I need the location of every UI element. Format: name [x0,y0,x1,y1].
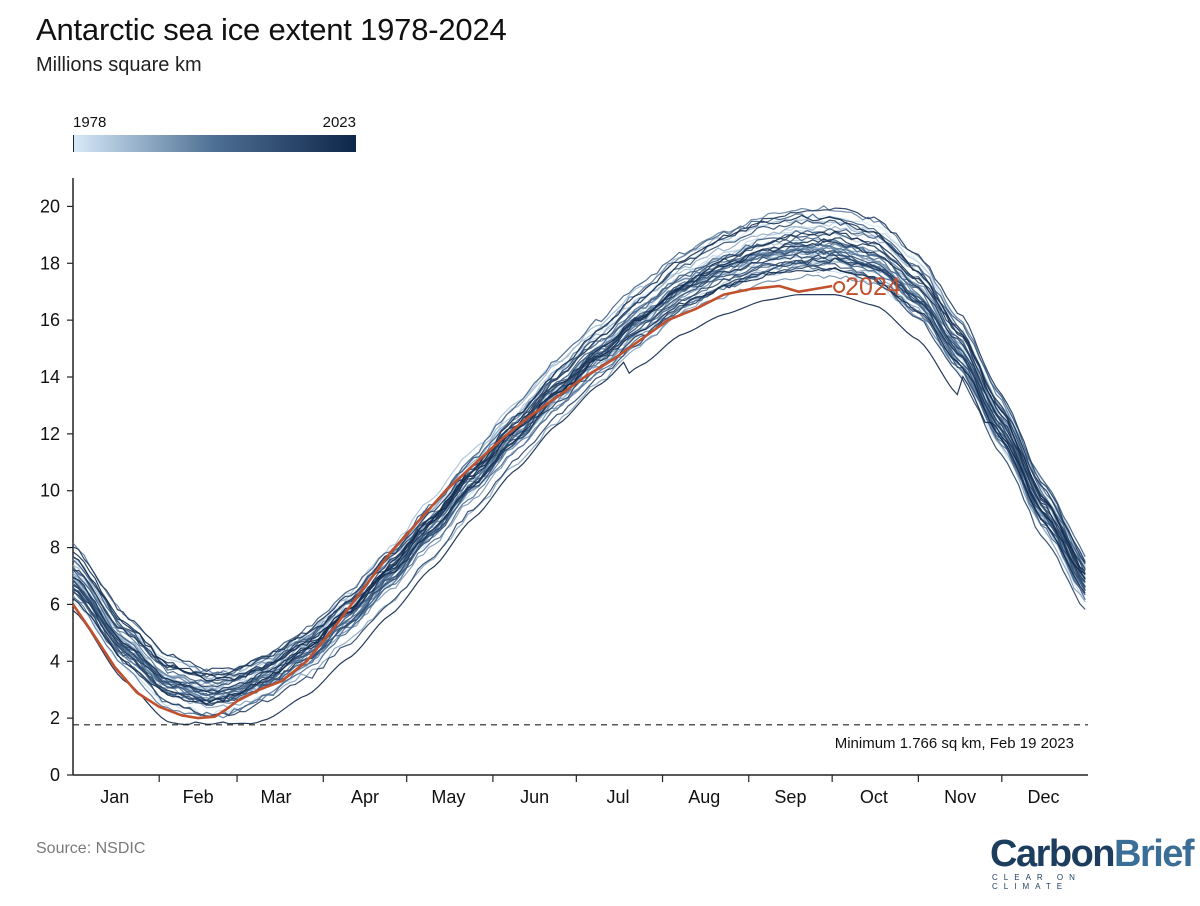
year-line-2023 [72,294,1086,726]
chart-annotations: Minimum 1.766 sq km, Feb 19 2023 [73,724,1088,752]
y-tick-label: 20 [40,196,60,216]
y-tick-label: 10 [40,481,60,501]
logo-brief: Brief [1114,833,1195,875]
year-color-legend: 1978 2023 [73,114,356,154]
year-line-1990 [72,243,1086,687]
series-line-2024 [71,284,833,720]
year-line-2020 [72,230,1086,680]
y-tick-label: 2 [50,708,60,728]
year-line-1991 [72,261,1086,709]
y-tick-label: 0 [50,765,60,785]
y-tick-label: 6 [50,594,60,614]
x-tick-label: Oct [860,787,888,807]
year-line-2008 [72,249,1086,706]
year-line-2019 [72,240,1086,693]
source-note: Source: NSDIC [36,840,146,857]
year-line-1982 [72,220,1086,674]
series-end-label: 2024 [845,273,901,301]
x-tick-label: Aug [688,787,720,807]
year-line-2018 [72,237,1086,677]
x-tick-label: May [431,787,465,807]
year-line-2002 [72,241,1086,696]
logo-carbon: Carbon [990,833,1116,875]
year-line-2014 [72,265,1086,718]
year-line-2001 [72,264,1086,707]
highlight-series: 2024 [71,273,901,720]
x-tick-label: Dec [1027,787,1059,807]
legend-end-year: 2023 [322,114,356,131]
year-line-1998 [72,205,1086,675]
chart-axes: 0 2 4 6 8 10 12 14 16 18 20 Jan Feb Mar Apr May Jun Jul Au… [40,178,1088,807]
year-line-2009 [72,261,1086,705]
year-line-2017 [72,207,1086,673]
year-line-2022 [72,267,1086,705]
x-tick-label: Mar [261,787,292,807]
series-end-marker [833,281,846,294]
year-line-2003 [72,257,1086,699]
year-line-1999 [72,248,1086,719]
year-line-1978 [72,214,1086,680]
legend-gradient-bar [73,135,356,152]
x-tick-label: Jun [520,787,549,807]
year-line-2021 [72,214,1086,682]
chart-subtitle: Millions square km [36,54,202,76]
carbonbrief-logo: CarbonBrief CLEAR ON CLIMATE [990,833,1195,891]
legend-start-year: 1978 [73,114,107,131]
y-tick-label: 12 [40,424,60,444]
year-line-1981 [72,229,1086,700]
y-tick-label: 4 [50,651,60,671]
y-tick-label: 8 [50,538,60,558]
y-tick-label: 16 [40,310,60,330]
x-tick-label: Feb [183,787,214,807]
x-tick-label: Sep [774,787,806,807]
historical-year-lines [72,205,1086,726]
x-tick-label: Nov [944,787,976,807]
chart-title: Antarctic sea ice extent 1978-2024 [36,12,507,47]
x-tick-label: Apr [351,787,379,807]
y-tick-label: 14 [40,367,60,387]
minimum-annotation: Minimum 1.766 sq km, Feb 19 2023 [835,735,1074,752]
y-tick-label: 18 [40,253,60,273]
year-line-2006 [72,236,1086,697]
x-tick-label: Jan [100,787,129,807]
x-tick-label: Jul [607,787,630,807]
logo-tagline: CLEAR ON CLIMATE [992,873,1081,891]
logo-wordmark: CarbonBrief [990,833,1195,875]
